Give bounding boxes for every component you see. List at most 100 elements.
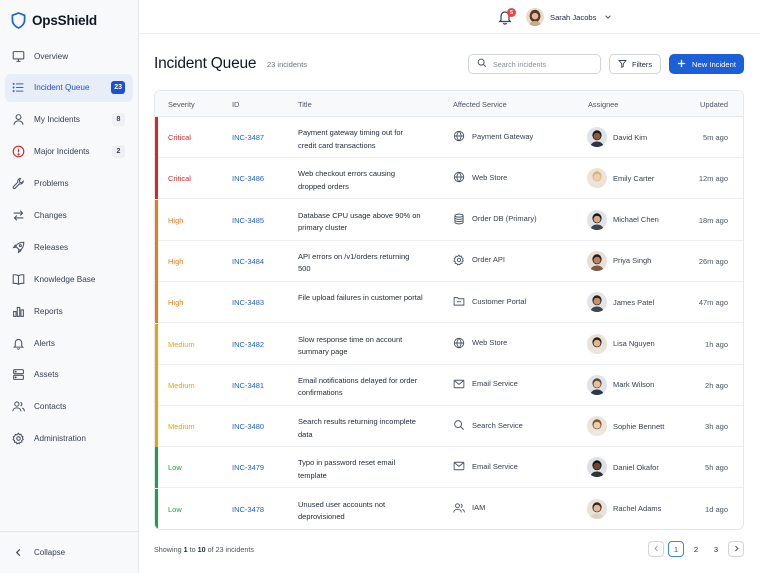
sidebar-item-my-incidents[interactable]: My Incidents 8 [5, 106, 133, 134]
filters-button[interactable]: Filters [609, 54, 661, 74]
assignee[interactable]: Lisa Nguyen [587, 333, 655, 354]
table-row[interactable]: Low INC-3479 Typo in password reset emai… [155, 447, 743, 489]
incident-id-link[interactable]: INC-3484 [232, 256, 265, 266]
incident-title: Email notifications delayed for order co… [298, 375, 418, 398]
incident-id-link[interactable]: INC-3485 [232, 215, 265, 225]
table-row[interactable]: High INC-3484 API errors on /v1/orders r… [155, 240, 743, 282]
assignee[interactable]: Priya Singh [587, 250, 652, 271]
top-bar [139, 0, 760, 34]
avatar [587, 457, 607, 478]
brand[interactable]: OpsShield [11, 10, 97, 30]
avatar [526, 8, 544, 26]
incident-id-link[interactable]: INC-3478 [232, 504, 265, 514]
sidebar-item-label: Knowledge Base [34, 274, 96, 284]
assignee[interactable]: Michael Chen [587, 209, 659, 230]
assignee-name: James Patel [613, 297, 655, 307]
table-row[interactable]: Critical INC-3486 Web checkout errors ca… [155, 158, 743, 200]
affected-service: Web Store [453, 171, 507, 183]
table-row[interactable]: Medium INC-3481 Email notifications dela… [155, 364, 743, 406]
sidebar-item-contacts[interactable]: Contacts [5, 393, 133, 421]
incident-title: Slow response time on account summary pa… [298, 334, 403, 357]
new-incident-button[interactable]: New Incident [669, 54, 744, 74]
affected-service: Customer Portal [453, 295, 526, 307]
assignee[interactable]: Sophie Bennett [587, 416, 664, 437]
service-name: Order DB (Primary) [472, 214, 537, 224]
search-box[interactable] [468, 54, 601, 74]
page-1-button[interactable]: 1 [668, 541, 684, 557]
column-assignee[interactable]: Assignee [588, 100, 619, 109]
assignee-name: Emily Carter [613, 173, 655, 183]
sidebar-item-assets[interactable]: Assets [5, 361, 133, 389]
column-id[interactable]: ID [232, 100, 240, 109]
assignee[interactable]: Daniel Okafor [587, 457, 659, 478]
chevron-right-icon [733, 545, 740, 554]
severity-indicator [155, 488, 158, 529]
severity-label: High [168, 215, 184, 225]
summary-to: 10 [197, 545, 206, 554]
sidebar-item-problems[interactable]: Problems [5, 170, 133, 198]
alert-circle-icon [12, 145, 25, 158]
sidebar-item-releases[interactable]: Releases [5, 233, 133, 261]
next-page-button[interactable] [728, 541, 744, 557]
incident-id-link[interactable]: INC-3483 [232, 298, 265, 308]
summary-from: 1 [183, 545, 188, 554]
updated-time: 26m ago [698, 256, 728, 266]
sidebar-item-overview[interactable]: Overview [5, 42, 133, 70]
avatar [587, 209, 607, 230]
column-updated[interactable]: Updated [700, 100, 728, 109]
book-icon [12, 273, 25, 286]
sidebar-item-knowledge-base[interactable]: Knowledge Base [5, 265, 133, 293]
bell-icon [12, 337, 25, 350]
gear-icon [453, 254, 465, 266]
mail-icon [453, 460, 465, 472]
table-row[interactable]: Critical INC-3487 Payment gateway timing… [155, 117, 743, 158]
assignee-name: Lisa Nguyen [613, 339, 655, 348]
page-2-button[interactable]: 2 [688, 541, 704, 557]
previous-page-button[interactable] [648, 541, 664, 557]
collapse-sidebar-button[interactable]: Collapse [0, 531, 139, 573]
table-row[interactable]: High INC-3483 File upload failures in cu… [155, 282, 743, 324]
incident-id-link[interactable]: INC-3479 [232, 463, 265, 473]
sidebar-item-alerts[interactable]: Alerts [5, 329, 133, 357]
incident-id-link[interactable]: INC-3482 [232, 339, 265, 349]
notification-count-badge: 5 [507, 8, 516, 17]
updated-time: 2h ago [705, 380, 728, 390]
table-row[interactable]: High INC-3485 Database CPU usage above 9… [155, 199, 743, 241]
user-icon [12, 113, 25, 126]
incident-id-link[interactable]: INC-3481 [232, 380, 265, 390]
column-affected-service[interactable]: Affected Service [453, 100, 507, 109]
affected-service: Search Service [453, 419, 523, 431]
page-3-button[interactable]: 3 [708, 541, 724, 557]
search-input[interactable] [493, 59, 593, 69]
chevron-down-icon [604, 8, 612, 26]
column-severity[interactable]: Severity [168, 100, 195, 109]
sidebar-item-changes[interactable]: Changes [5, 201, 133, 229]
globe-icon [453, 171, 465, 183]
assignee[interactable]: Emily Carter [587, 168, 655, 189]
assignee[interactable]: David Kim [587, 127, 647, 147]
severity-indicator [155, 406, 158, 448]
updated-time: 47m ago [698, 298, 728, 308]
assignee-name: Priya Singh [613, 256, 652, 266]
incident-id-link[interactable]: INC-3480 [232, 422, 265, 432]
updated-time: 1h ago [705, 339, 728, 349]
assignee[interactable]: Mark Wilson [587, 374, 654, 395]
incident-id-link[interactable]: INC-3487 [232, 133, 265, 142]
sidebar-item-major-incidents[interactable]: Major Incidents 2 [5, 138, 133, 166]
swap-icon [12, 209, 25, 222]
incident-id-link[interactable]: INC-3486 [232, 174, 265, 184]
bar-chart-icon [12, 305, 25, 318]
user-menu[interactable]: Sarah Jacobs [526, 7, 612, 27]
service-name: Email Service [472, 379, 518, 389]
column-title[interactable]: Title [298, 100, 312, 109]
pagination-summary: Showing 1 to 10 of 23 incidents [154, 545, 254, 554]
table-row[interactable]: Medium INC-3482 Slow response time on ac… [155, 323, 743, 365]
sidebar-item-incident-queue[interactable]: Incident Queue 23 [5, 73, 133, 102]
chevron-left-icon [14, 544, 23, 562]
sidebar-item-administration[interactable]: Administration [5, 425, 133, 453]
assignee[interactable]: James Patel [587, 292, 655, 313]
table-row[interactable]: Low INC-3478 Unused user accounts not de… [155, 488, 743, 529]
sidebar-item-reports[interactable]: Reports [5, 297, 133, 325]
assignee[interactable]: Rachel Adams [587, 498, 661, 519]
table-row[interactable]: Medium INC-3480 Search results returning… [155, 406, 743, 448]
